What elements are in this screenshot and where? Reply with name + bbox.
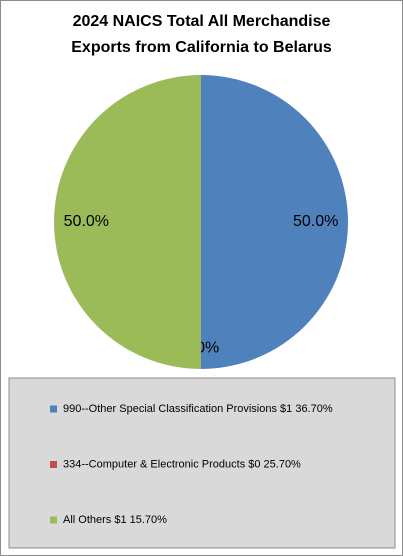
legend-label: 990--Other Special Classification Provis…: [63, 403, 333, 415]
legend-marker: [50, 516, 57, 524]
legend-box: [8, 377, 396, 549]
chart-title: 2024 NAICS Total All Merchandise Exports…: [71, 13, 332, 56]
legend-marker: [50, 461, 57, 468]
pie-slice: [201, 75, 348, 369]
data-label: 50.0%: [64, 213, 109, 230]
legend-marker: [50, 405, 57, 413]
pie-slice: [54, 75, 201, 369]
legend-label: All Others $1 15.70%: [63, 514, 167, 526]
legend-label: 334--Computer & Electronic Products $0 2…: [63, 458, 301, 470]
data-label: 50.0%: [293, 213, 338, 230]
